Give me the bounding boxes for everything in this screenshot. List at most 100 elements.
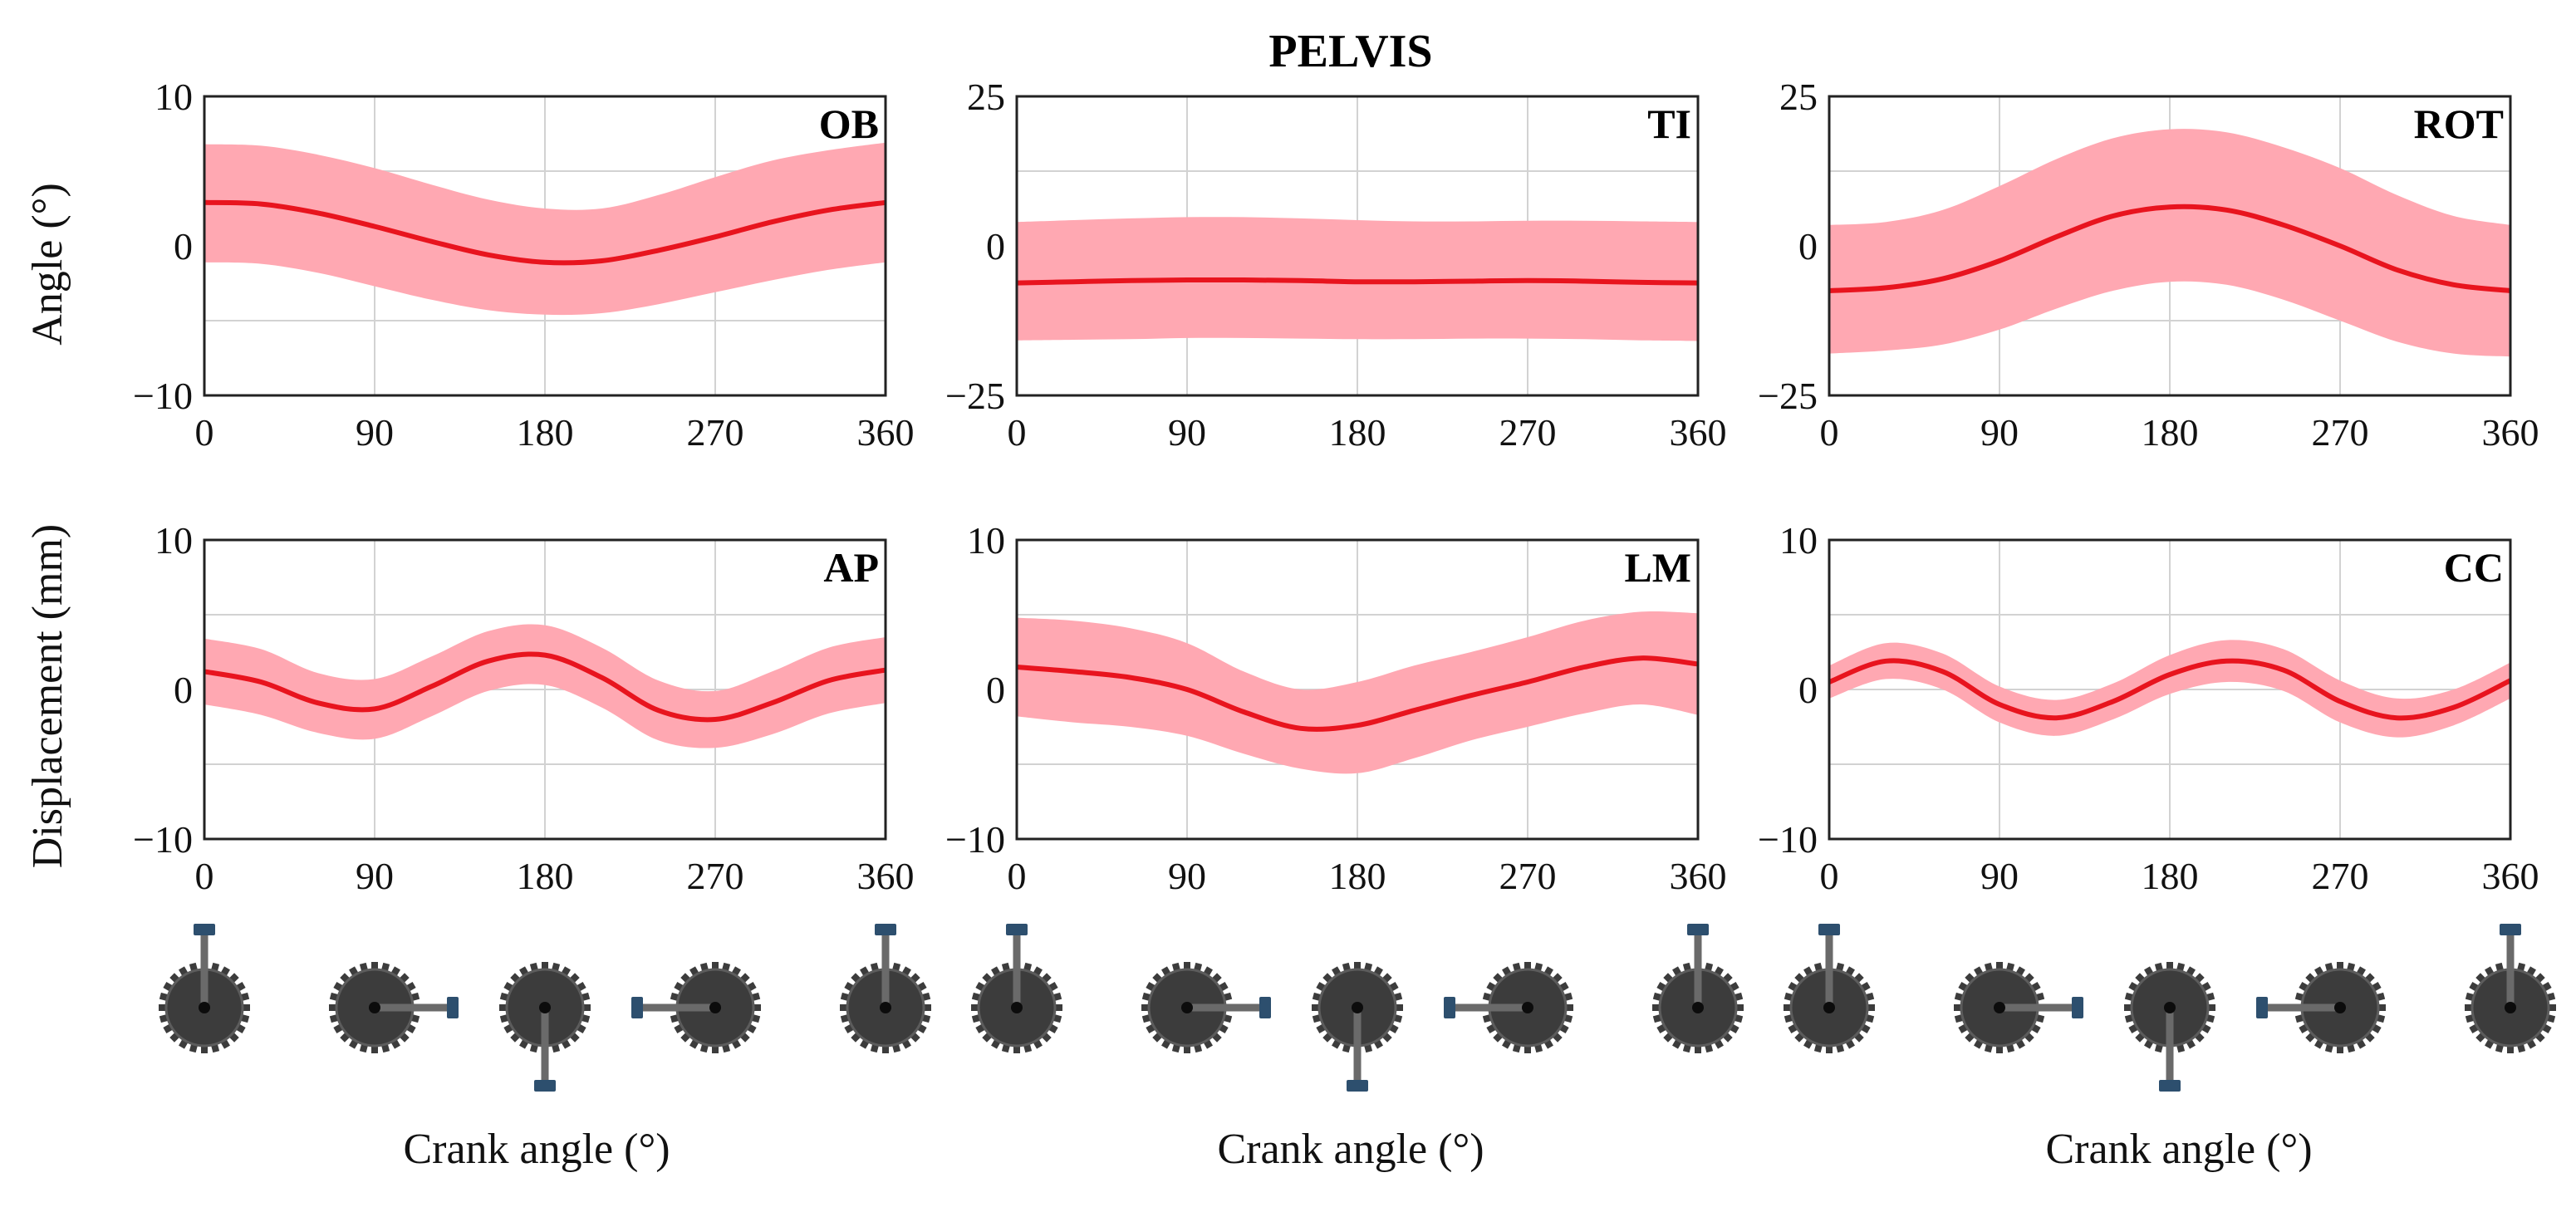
- crank-icon: [2465, 924, 2556, 1053]
- panel-label: AP: [823, 544, 879, 591]
- axes-frame: [203, 95, 887, 397]
- crank-icon: [1444, 962, 1573, 1053]
- crank-icon: [2256, 962, 2386, 1053]
- crank-icon: [1784, 924, 1875, 1053]
- x-tick-label: 360: [857, 411, 915, 454]
- x-tick-label: 360: [2482, 855, 2539, 897]
- x-tick-label: 0: [1008, 855, 1027, 897]
- y-tick-label: −25: [945, 375, 1005, 417]
- x-tick-label: 180: [2142, 855, 2199, 897]
- sd-band: [1829, 129, 2510, 357]
- mean-line: [1828, 658, 2512, 721]
- figure-title: PELVIS: [1268, 26, 1432, 77]
- sd-band: [1017, 217, 1698, 341]
- x-tick-label: 0: [1820, 411, 1839, 454]
- y-axis-title-displacement: Displacement (mm): [24, 524, 71, 868]
- x-tick-label: 360: [857, 855, 915, 897]
- x-tick-label: 270: [2312, 411, 2369, 454]
- x-tick-label: 0: [195, 855, 214, 897]
- panel-label: TI: [1647, 101, 1691, 147]
- x-tick-label: 270: [687, 411, 744, 454]
- y-tick-label: −25: [1758, 375, 1818, 417]
- x-axis-title-col-1: Crank angle (°): [403, 1126, 670, 1173]
- y-tick-label: 25: [1779, 76, 1818, 118]
- sd-band: [1829, 640, 2510, 738]
- x-tick-label: 360: [1670, 855, 1727, 897]
- crank-icon: [1954, 962, 2083, 1053]
- crank-icon: [1141, 962, 1271, 1053]
- x-tick-label: 180: [517, 855, 574, 897]
- x-tick-label: 0: [195, 411, 214, 454]
- y-tick-label: 0: [174, 225, 193, 267]
- crank-row-3: [1784, 924, 2556, 1092]
- panel-label: LM: [1624, 544, 1691, 591]
- crank-row-2: [971, 924, 1744, 1092]
- x-axis-title-col-2: Crank angle (°): [1217, 1126, 1484, 1173]
- x-tick-label: 360: [2482, 411, 2539, 454]
- axes-frame: [1828, 95, 2512, 397]
- axes-frame: [1828, 538, 2512, 841]
- y-tick-label: 10: [155, 76, 193, 118]
- panel-label: CC: [2444, 544, 2504, 591]
- mean-line: [204, 651, 886, 723]
- y-tick-label: −10: [945, 818, 1005, 861]
- x-tick-label: 90: [1168, 855, 1206, 897]
- y-tick-label: 0: [986, 225, 1005, 267]
- crank-illustrations: [159, 924, 2556, 1092]
- y-tick-label: 0: [1798, 669, 1818, 711]
- y-tick-label: −10: [133, 375, 193, 417]
- y-tick-label: 10: [967, 519, 1005, 562]
- x-tick-label: 90: [1980, 855, 2019, 897]
- axes-frame: [203, 538, 887, 841]
- x-tick-label: 180: [2142, 411, 2199, 454]
- y-tick-label: −10: [133, 818, 193, 861]
- crank-icon: [631, 962, 761, 1053]
- axes-frame: [1015, 538, 1700, 841]
- x-tick-label: 90: [356, 411, 394, 454]
- x-tick-label: 270: [687, 855, 744, 897]
- axes-frame: [1015, 95, 1700, 397]
- crank-icon: [1312, 962, 1403, 1092]
- panel-label: ROT: [2414, 101, 2504, 147]
- x-tick-label: 90: [356, 855, 394, 897]
- x-tick-label: 180: [1329, 855, 1386, 897]
- y-tick-label: 0: [986, 669, 1005, 711]
- x-tick-label: 0: [1820, 855, 1839, 897]
- crank-icon: [159, 924, 250, 1053]
- crank-row-1: [159, 924, 931, 1092]
- x-tick-label: 360: [1670, 411, 1727, 454]
- panel-label: OB: [819, 101, 879, 147]
- crank-icon: [840, 924, 931, 1053]
- sd-band: [1017, 611, 1698, 774]
- x-tick-label: 270: [2312, 855, 2369, 897]
- crank-icon: [1652, 924, 1744, 1053]
- crank-icon: [329, 962, 459, 1053]
- x-tick-label: 90: [1980, 411, 2019, 454]
- x-tick-label: 90: [1168, 411, 1206, 454]
- y-tick-label: −10: [1758, 818, 1818, 861]
- y-tick-label: 0: [174, 669, 193, 711]
- x-tick-label: 180: [517, 411, 574, 454]
- sd-band: [204, 142, 886, 316]
- crank-icon: [499, 962, 591, 1092]
- y-tick-label: 10: [1779, 519, 1818, 562]
- mean-line: [1016, 277, 1699, 286]
- x-axis-title-col-3: Crank angle (°): [2045, 1126, 2312, 1173]
- y-tick-label: 0: [1798, 225, 1818, 267]
- x-tick-label: 270: [1499, 411, 1557, 454]
- x-tick-label: 180: [1329, 411, 1386, 454]
- crank-icon: [2124, 962, 2215, 1092]
- mean-line: [1016, 655, 1699, 732]
- mean-line: [1828, 204, 2511, 293]
- y-tick-label: 25: [967, 76, 1005, 118]
- mean-line: [204, 199, 886, 266]
- x-tick-label: 270: [1499, 855, 1557, 897]
